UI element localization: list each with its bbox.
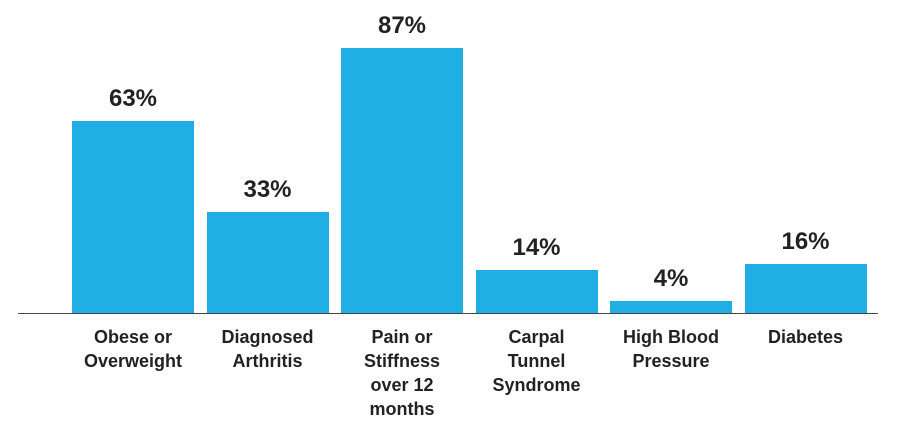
value-label: 63% bbox=[108, 84, 158, 112]
x-tick-label: Pain or Stiffness over 12 months bbox=[363, 327, 441, 419]
x-tick-label: Diagnosed Arthritis bbox=[221, 327, 314, 371]
bar bbox=[341, 47, 463, 313]
x-tick-label: Obese or Overweight bbox=[83, 327, 183, 371]
value-label: 16% bbox=[781, 228, 830, 256]
bar bbox=[610, 300, 732, 313]
x-axis-line bbox=[18, 313, 878, 314]
value-label: 87% bbox=[377, 11, 427, 39]
value-label: 4% bbox=[653, 264, 689, 292]
bar bbox=[206, 212, 329, 313]
x-tick-label: High Blood Pressure bbox=[623, 327, 719, 371]
x-tick-label: Diabetes bbox=[767, 327, 844, 347]
bar bbox=[72, 120, 194, 313]
bar bbox=[744, 264, 867, 313]
value-label: 33% bbox=[243, 176, 292, 204]
value-label: 14% bbox=[512, 234, 561, 262]
x-tick-label: Carpal Tunnel Syndrome bbox=[492, 327, 581, 395]
bar bbox=[475, 270, 598, 313]
